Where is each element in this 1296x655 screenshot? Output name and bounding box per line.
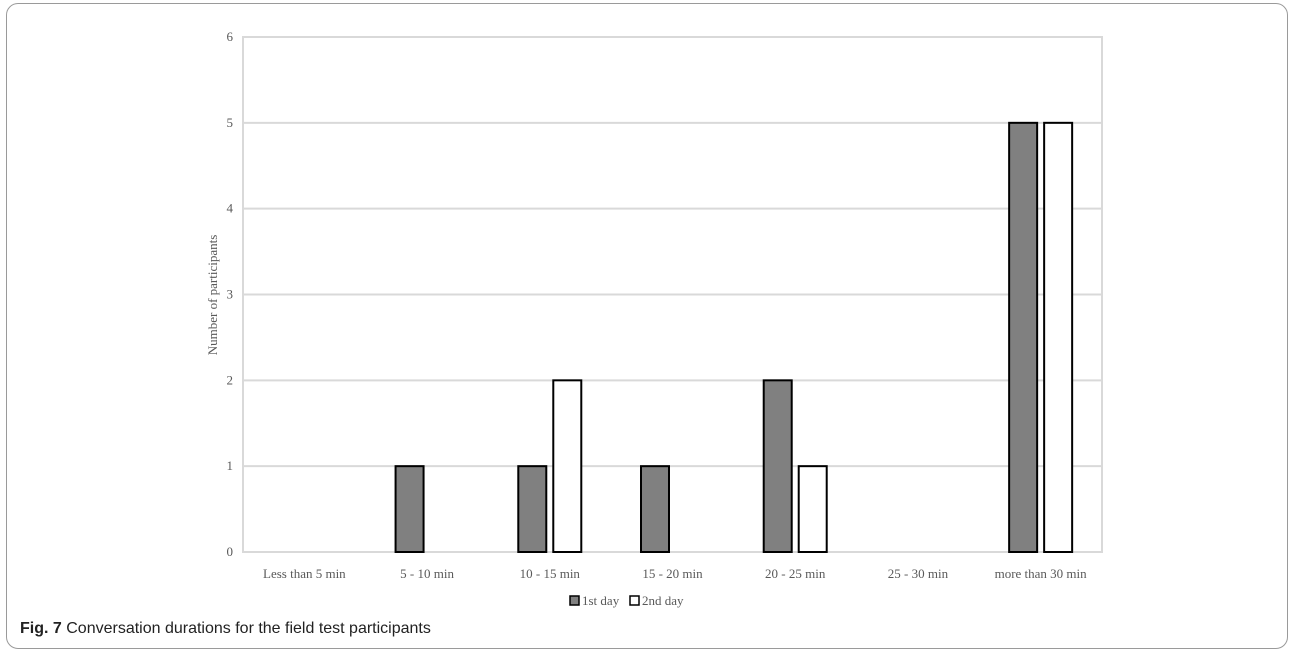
gridlines [242,36,1103,553]
figure-caption: Fig. 7 Conversation durations for the fi… [20,620,431,638]
y-tick-label: 5 [227,115,234,130]
y-tick-labels: 0 1 2 3 4 5 6 [227,29,234,559]
legend: 1st day 2nd day [569,593,684,608]
x-tick-label: 15 - 20 min [642,566,703,581]
figure-label: Fig. 7 [20,620,62,637]
x-tick-label: 10 - 15 min [520,566,581,581]
legend-label: 2nd day [642,593,684,608]
y-tick-label: 4 [227,201,234,216]
x-tick-label: 5 - 10 min [400,566,454,581]
x-tick-labels: Less than 5 min 5 - 10 min 10 - 15 min 15 -… [263,566,1087,581]
x-tick-label: more than 30 min [995,566,1088,581]
y-tick-label: 6 [227,29,234,44]
legend-swatch [569,595,580,606]
x-tick-label: Less than 5 min [263,566,346,581]
y-tick-label: 3 [227,287,234,302]
y-axis-label: Number of participants [205,235,220,356]
x-tick-label: 20 - 25 min [765,566,826,581]
y-tick-label: 1 [227,458,234,473]
bar-series-1 [517,465,548,553]
x-tick-label: 25 - 30 min [888,566,949,581]
y-tick-label: 2 [227,372,234,387]
legend-label: 1st day [582,593,620,608]
bar-series-1 [394,465,425,553]
bar-series-2 [552,379,583,554]
bar-series-1 [640,465,670,553]
bar-series-1 [762,379,793,554]
bar-series-2 [797,465,828,553]
bar-chart: 0 1 2 3 4 5 6 Less than 5 min 5 - 10 min 10 - 15… [205,29,1103,608]
bar-series-1 [1008,121,1039,553]
bar-series-2 [1043,121,1074,553]
legend-swatch [629,595,640,606]
bars [394,121,1074,554]
figure-caption-text: Conversation durations for the field tes… [66,620,431,637]
y-tick-label: 0 [227,544,234,559]
